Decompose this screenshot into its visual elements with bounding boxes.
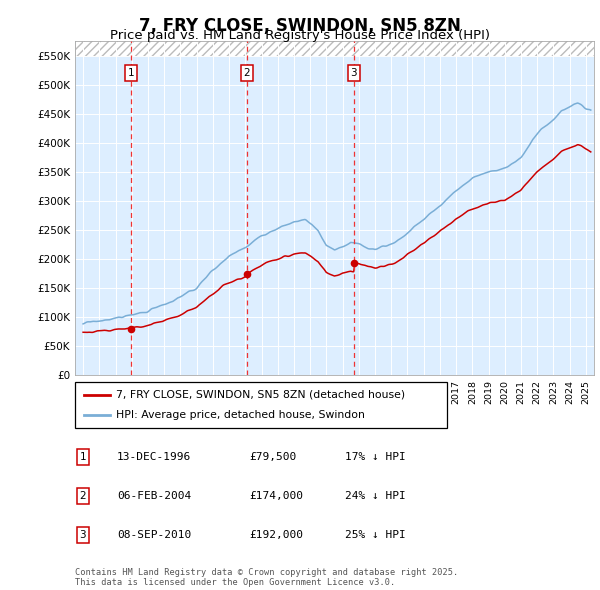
Text: 08-SEP-2010: 08-SEP-2010 [117,530,191,540]
Text: 7, FRY CLOSE, SWINDON, SN5 8ZN: 7, FRY CLOSE, SWINDON, SN5 8ZN [139,17,461,35]
Text: 24% ↓ HPI: 24% ↓ HPI [345,491,406,501]
Text: 1: 1 [79,453,86,462]
Text: £192,000: £192,000 [249,530,303,540]
Bar [75,25,594,56]
Text: 3: 3 [350,68,357,78]
Text: 1: 1 [128,68,134,78]
Text: £174,000: £174,000 [249,491,303,501]
Text: HPI: Average price, detached house, Swindon: HPI: Average price, detached house, Swin… [116,410,365,420]
Text: Contains HM Land Registry data © Crown copyright and database right 2025.
This d: Contains HM Land Registry data © Crown c… [75,568,458,587]
Text: 06-FEB-2004: 06-FEB-2004 [117,491,191,501]
Text: 7, FRY CLOSE, SWINDON, SN5 8ZN (detached house): 7, FRY CLOSE, SWINDON, SN5 8ZN (detached… [116,389,405,399]
Text: £79,500: £79,500 [249,453,296,462]
FancyBboxPatch shape [75,382,447,428]
Text: 3: 3 [79,530,86,540]
Text: 2: 2 [79,491,86,501]
Text: Price paid vs. HM Land Registry's House Price Index (HPI): Price paid vs. HM Land Registry's House … [110,29,490,42]
Text: 25% ↓ HPI: 25% ↓ HPI [345,530,406,540]
Text: 2: 2 [244,68,250,78]
Text: 17% ↓ HPI: 17% ↓ HPI [345,453,406,462]
Text: 13-DEC-1996: 13-DEC-1996 [117,453,191,462]
